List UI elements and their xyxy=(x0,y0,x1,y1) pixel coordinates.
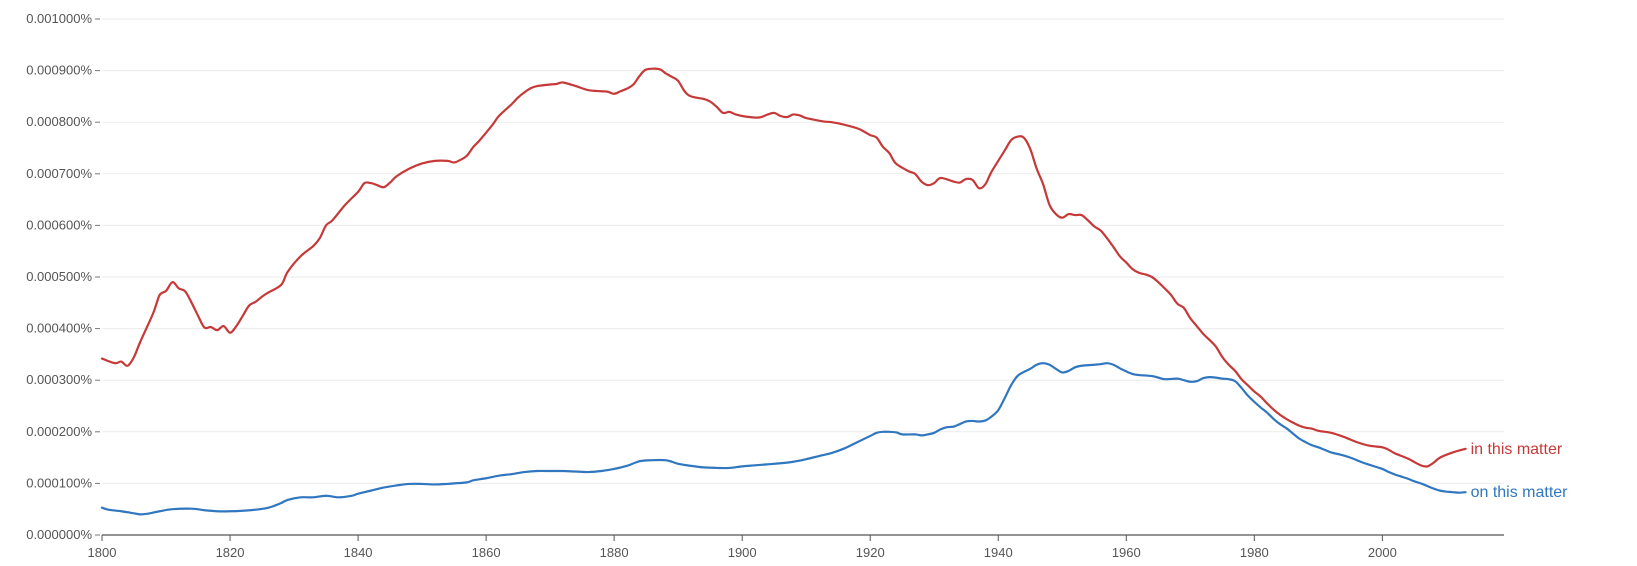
series-line-in-this-matter[interactable] xyxy=(100,67,1467,468)
x-tick-label: 1800 xyxy=(88,545,117,560)
y-tick-label: 0.000200% xyxy=(26,424,92,439)
x-tick-label: 1900 xyxy=(728,545,757,560)
series-labels: in this matter on this matter xyxy=(1471,441,1569,501)
x-tick-label: 2000 xyxy=(1368,545,1397,560)
y-tick-label: 0.000100% xyxy=(26,475,92,490)
y-tick-label: 0.000600% xyxy=(26,217,92,232)
y-tick-label: 0.000400% xyxy=(26,321,92,336)
y-tick-label: 0.000700% xyxy=(26,166,92,181)
series-line-on-this-matter[interactable] xyxy=(100,362,1467,516)
series-label-in-this-matter[interactable]: in this matter xyxy=(1471,441,1563,458)
x-tick-label: 1860 xyxy=(472,545,501,560)
x-tick-label: 1980 xyxy=(1240,545,1269,560)
y-tick-label: 0.000300% xyxy=(26,372,92,387)
x-tick-label: 1960 xyxy=(1112,545,1141,560)
grid-lines xyxy=(102,18,1504,484)
y-tick-label: 0.001000% xyxy=(26,11,92,26)
y-axis: 0.000000% 0.000100% 0.000200% 0.000300% 0.00… xyxy=(26,11,100,542)
x-axis: 1800 1820 1840 1860 1880 1900 1920 1940 1960 1980… xyxy=(88,534,1504,560)
series-label-on-this-matter[interactable]: on this matter xyxy=(1471,484,1569,501)
y-tick-label: 0.000900% xyxy=(26,63,92,78)
x-tick-label: 1820 xyxy=(216,545,245,560)
x-tick-label: 1920 xyxy=(856,545,885,560)
x-tick-label: 1940 xyxy=(984,545,1013,560)
y-tick-label: 0.000500% xyxy=(26,269,92,284)
series-lines xyxy=(100,67,1467,516)
y-tick-label: 0.000800% xyxy=(26,114,92,129)
y-tick-label: 0.000000% xyxy=(26,527,92,542)
x-tick-label: 1840 xyxy=(344,545,373,560)
x-tick-label: 1880 xyxy=(600,545,629,560)
